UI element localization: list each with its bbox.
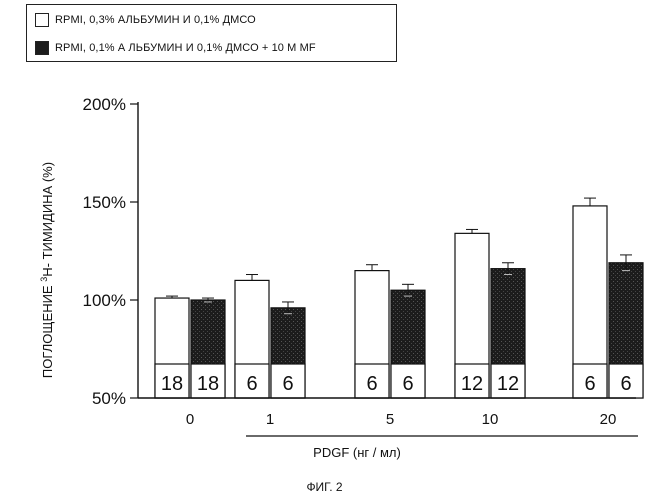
sample-size-label: 6 xyxy=(620,373,631,395)
sample-size-label: 18 xyxy=(197,373,219,395)
x-axis-title: PDGF (нг / мл) xyxy=(313,445,401,460)
sample-size-label: 6 xyxy=(402,373,413,395)
y-axis-title: ПОГЛОЩЕНИЕ 3H- ТИМИДИНА (%) xyxy=(39,162,55,378)
sample-size-label: 6 xyxy=(584,373,595,395)
sample-size-label: 12 xyxy=(461,373,483,395)
x-tick-label: 5 xyxy=(386,411,394,428)
sample-size-label: 6 xyxy=(366,373,377,395)
y-tick-label: 150% xyxy=(83,193,126,212)
sample-size-label: 6 xyxy=(246,373,257,395)
x-tick-label: 10 xyxy=(482,411,499,428)
sample-size-label: 12 xyxy=(497,373,519,395)
x-tick-label: 1 xyxy=(266,411,274,428)
y-tick-label: 200% xyxy=(83,95,126,114)
sample-size-label: 6 xyxy=(282,373,293,395)
sample-size-label: 18 xyxy=(161,373,183,395)
figure-caption: ФИГ. 2 xyxy=(0,480,649,494)
y-tick-label: 100% xyxy=(83,291,126,310)
x-tick-label: 20 xyxy=(600,411,617,428)
x-tick-label: 0 xyxy=(186,411,194,428)
y-tick-label: 50% xyxy=(92,389,126,408)
